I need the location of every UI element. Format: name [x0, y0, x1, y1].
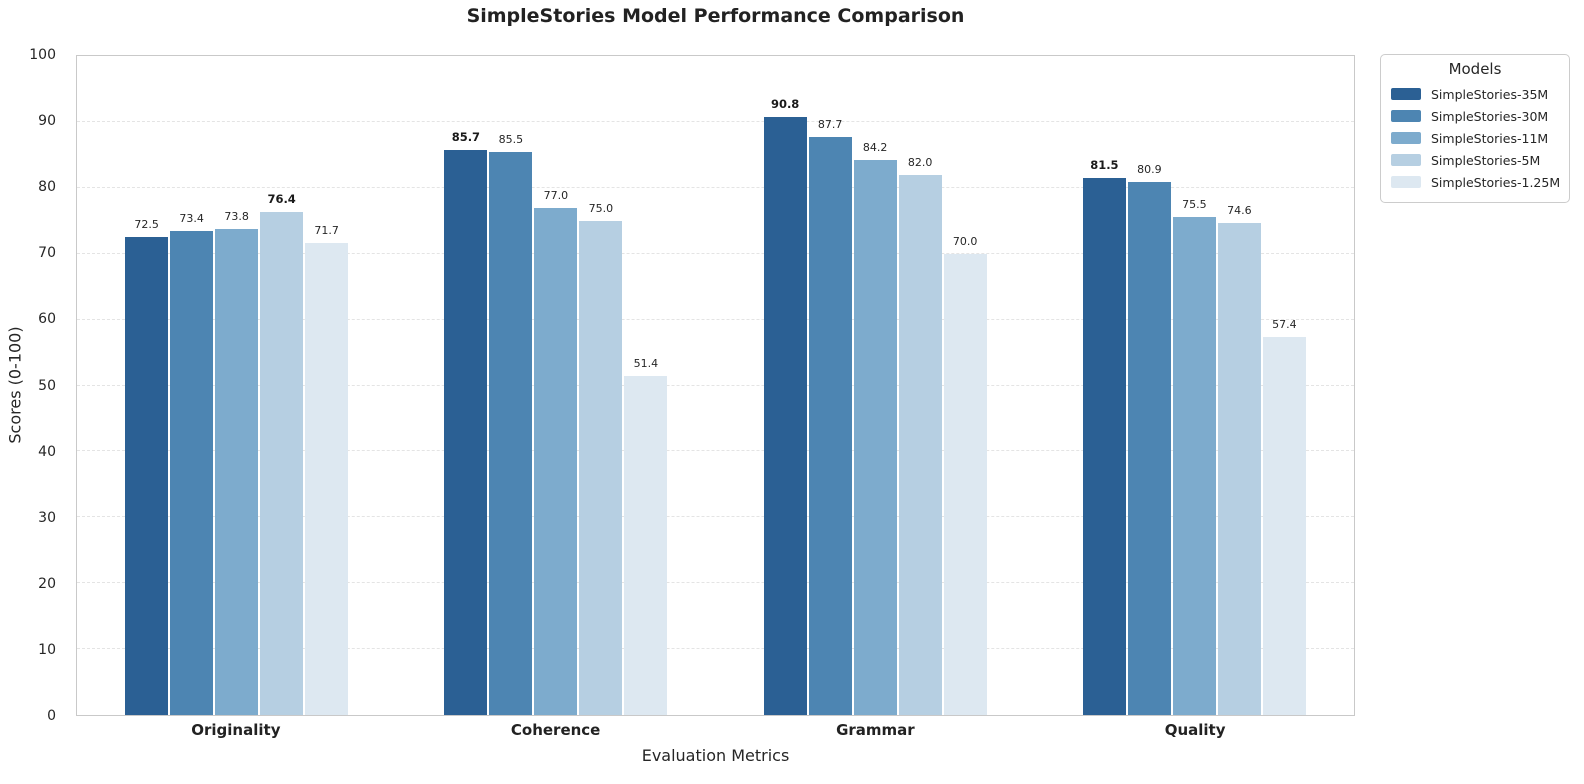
- bar-simplestories-1.25m-coherence: 51.4: [624, 357, 668, 715]
- bar-simplestories-30m-coherence: 85.5: [489, 133, 533, 715]
- legend-item: SimpleStories-11M: [1391, 127, 1559, 149]
- bar-simplestories-35m-coherence: 85.7: [444, 130, 488, 715]
- bar-simplestories-35m-quality: 81.5: [1082, 158, 1126, 715]
- bar-value-label: 71.7: [314, 223, 339, 237]
- legend-item: SimpleStories-5M: [1391, 149, 1559, 171]
- bar-value-label: 75.5: [1182, 198, 1207, 212]
- legend-swatch: [1391, 110, 1421, 122]
- y-tick-label: 10: [38, 641, 56, 658]
- bar-simplestories-1.25m-originality: 71.7: [305, 224, 349, 715]
- bar-simplestories-5m-grammar: 82.0: [898, 156, 942, 715]
- bar-simplestories-5m-originality: 76.4: [260, 192, 304, 715]
- bar-value-label: 82.0: [907, 155, 933, 169]
- category-label-coherence: Coherence: [510, 721, 601, 739]
- legend-swatch: [1391, 132, 1421, 144]
- bar-value-label: 85.7: [451, 130, 481, 145]
- bar-group-quality: 81.5 80.9 75.5 74.6 57.4: [1035, 56, 1354, 715]
- legend: Models SimpleStories-35M SimpleStories-30…: [1380, 54, 1570, 203]
- legend-items: SimpleStories-35M SimpleStories-30M Simple…: [1391, 83, 1561, 193]
- bar-value-label: 76.4: [267, 191, 296, 206]
- legend-item-label: SimpleStories-11M: [1431, 130, 1549, 146]
- bar-simplestories-11m-grammar: 84.2: [853, 141, 897, 715]
- bar-value-label: 75.0: [588, 201, 614, 215]
- category-label-quality: Quality: [1164, 721, 1226, 739]
- legend-swatch: [1391, 154, 1421, 166]
- bar-simplestories-5m-quality: 74.6: [1217, 204, 1261, 715]
- gridline: [77, 648, 1354, 650]
- y-tick-label: 70: [38, 245, 56, 262]
- category-label-originality: Originality: [191, 721, 281, 739]
- category-label-grammar: Grammar: [836, 721, 915, 739]
- bar-value-label: 70.0: [952, 234, 978, 248]
- bar-value-label: 84.2: [862, 141, 888, 155]
- legend-item: SimpleStories-30M: [1391, 105, 1559, 127]
- y-tick-label: 0: [47, 708, 56, 724]
- gridline: [77, 318, 1354, 320]
- y-tick-label: 80: [38, 179, 56, 196]
- y-tick-label: 90: [38, 113, 56, 130]
- legend-item: SimpleStories-1.25M: [1391, 171, 1561, 193]
- y-axis-ticks: 0 10 20 30 40 50 60 70 80 90 100: [0, 47, 66, 724]
- bar-simplestories-11m-originality: 73.8: [215, 210, 259, 715]
- legend-item: SimpleStories-35M: [1391, 83, 1559, 105]
- bar-value-label: 72.5: [134, 218, 159, 232]
- y-tick-label: 20: [38, 575, 56, 592]
- bar-simplestories-30m-quality: 80.9: [1127, 163, 1171, 715]
- bar-groups: 72.5 73.4 73.8 76.4 71.7 85.7 85.5 77.0 75.0 51.4…: [77, 56, 1354, 715]
- bar-simplestories-1.25m-grammar: 70.0: [943, 235, 987, 715]
- gridline: [77, 384, 1354, 386]
- bar-simplestories-11m-coherence: 77.0: [534, 189, 578, 715]
- gridline: [77, 186, 1354, 188]
- gridline: [77, 252, 1354, 254]
- gridline: [77, 120, 1354, 122]
- bar-value-label: 81.5: [1090, 157, 1119, 172]
- bar-simplestories-11m-quality: 75.5: [1172, 198, 1216, 715]
- y-tick-label: 40: [38, 443, 56, 460]
- y-tick-label: 50: [38, 377, 56, 394]
- gridline: [77, 516, 1354, 518]
- gridline: [77, 450, 1354, 452]
- bar-value-label: 80.9: [1137, 162, 1162, 176]
- bar-value-label: 90.8: [770, 96, 800, 111]
- bar-group-originality: 72.5 73.4 73.8 76.4 71.7: [77, 56, 396, 715]
- legend-item-label: SimpleStories-35M: [1431, 86, 1549, 102]
- y-tick-label: 100: [29, 47, 56, 63]
- plot-area: 72.5 73.4 73.8 76.4 71.7 85.7 85.5 77.0 75.0 51.4…: [76, 55, 1355, 716]
- legend-title: Models: [1448, 60, 1502, 78]
- bar-value-label: 74.6: [1227, 204, 1252, 218]
- x-axis-title: Evaluation Metrics: [641, 746, 790, 765]
- bar-simplestories-5m-coherence: 75.0: [579, 202, 623, 715]
- bar-group-grammar: 90.8 87.7 84.2 82.0 70.0: [716, 56, 1035, 715]
- bar-simplestories-30m-originality: 73.4: [170, 212, 214, 715]
- y-tick-label: 60: [38, 311, 56, 328]
- bar-value-label: 85.5: [498, 132, 524, 146]
- legend-item-label: SimpleStories-5M: [1431, 152, 1541, 168]
- bar-simplestories-35m-grammar: 90.8: [763, 97, 807, 715]
- y-tick-label: 30: [38, 509, 56, 526]
- bar-value-label: 87.7: [817, 118, 843, 132]
- legend-item-label: SimpleStories-1.25M: [1431, 174, 1561, 190]
- bar-group-coherence: 85.7 85.5 77.0 75.0 51.4: [396, 56, 715, 715]
- legend-item-label: SimpleStories-30M: [1431, 108, 1549, 124]
- bar-value-label: 57.4: [1272, 317, 1297, 331]
- legend-swatch: [1391, 88, 1421, 100]
- x-category-labels: Originality Coherence Grammar Quality: [76, 721, 1355, 739]
- bar-simplestories-1.25m-quality: 57.4: [1262, 318, 1306, 715]
- bar-value-label: 51.4: [633, 357, 659, 371]
- bar-value-label: 73.8: [224, 209, 249, 223]
- bar-value-label: 77.0: [543, 188, 569, 202]
- bar-simplestories-30m-grammar: 87.7: [808, 118, 852, 715]
- legend-swatch: [1391, 176, 1421, 188]
- bar-simplestories-35m-originality: 72.5: [125, 218, 169, 715]
- chart-title: SimpleStories Model Performance Comparis…: [466, 5, 965, 27]
- bar-value-label: 73.4: [179, 212, 204, 226]
- gridline: [77, 582, 1354, 584]
